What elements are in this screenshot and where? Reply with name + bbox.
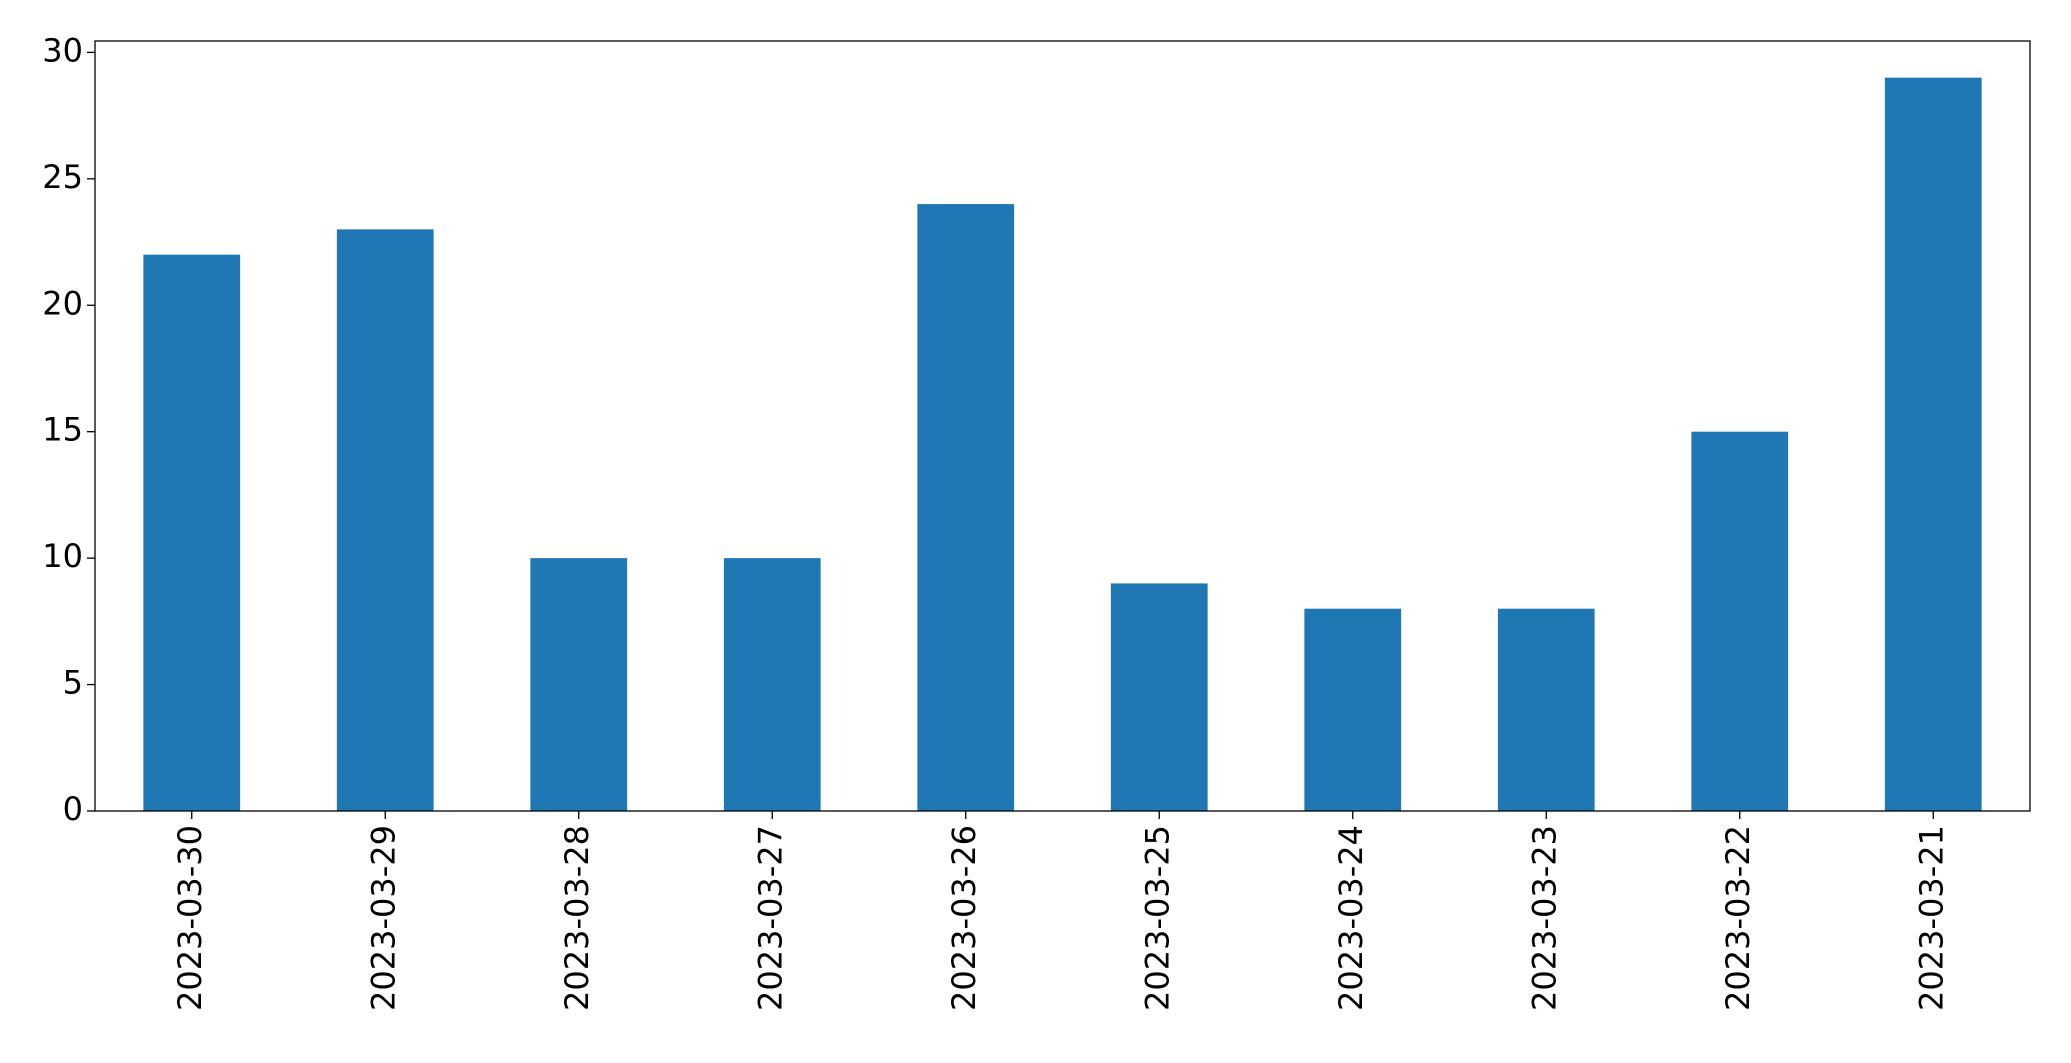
y-tick-label: 15: [42, 411, 83, 449]
plot-frame: [94, 40, 2031, 812]
x-tick-label: 2023-03-23: [1525, 825, 1563, 1011]
bar: [530, 558, 628, 811]
y-tick-label: 25: [42, 158, 83, 196]
bar: [1110, 583, 1208, 811]
x-tick-label: 2023-03-25: [1138, 825, 1176, 1011]
bar: [143, 254, 241, 811]
bar: [1304, 608, 1402, 811]
bar: [336, 229, 434, 811]
y-tick-label: 30: [42, 31, 83, 69]
x-tick-label: 2023-03-21: [1912, 825, 1950, 1011]
x-tick-label: 2023-03-26: [945, 825, 983, 1011]
y-tick-label: 10: [42, 537, 83, 575]
x-tick-label: 2023-03-29: [364, 825, 402, 1011]
bar: [1884, 77, 1982, 811]
bar: [723, 558, 821, 811]
x-tick-label: 2023-03-24: [1332, 825, 1370, 1011]
bar: [917, 204, 1015, 811]
bar: [1497, 608, 1595, 811]
x-tick-label: 2023-03-27: [751, 825, 789, 1011]
bar: [1691, 431, 1789, 811]
x-tick-label: 2023-03-28: [558, 825, 596, 1011]
y-tick-label: 20: [42, 284, 83, 322]
y-tick-label: 5: [63, 664, 83, 702]
x-tick-label: 2023-03-22: [1719, 825, 1757, 1011]
y-tick-label: 0: [63, 790, 83, 828]
x-tick-label: 2023-03-30: [171, 825, 209, 1011]
